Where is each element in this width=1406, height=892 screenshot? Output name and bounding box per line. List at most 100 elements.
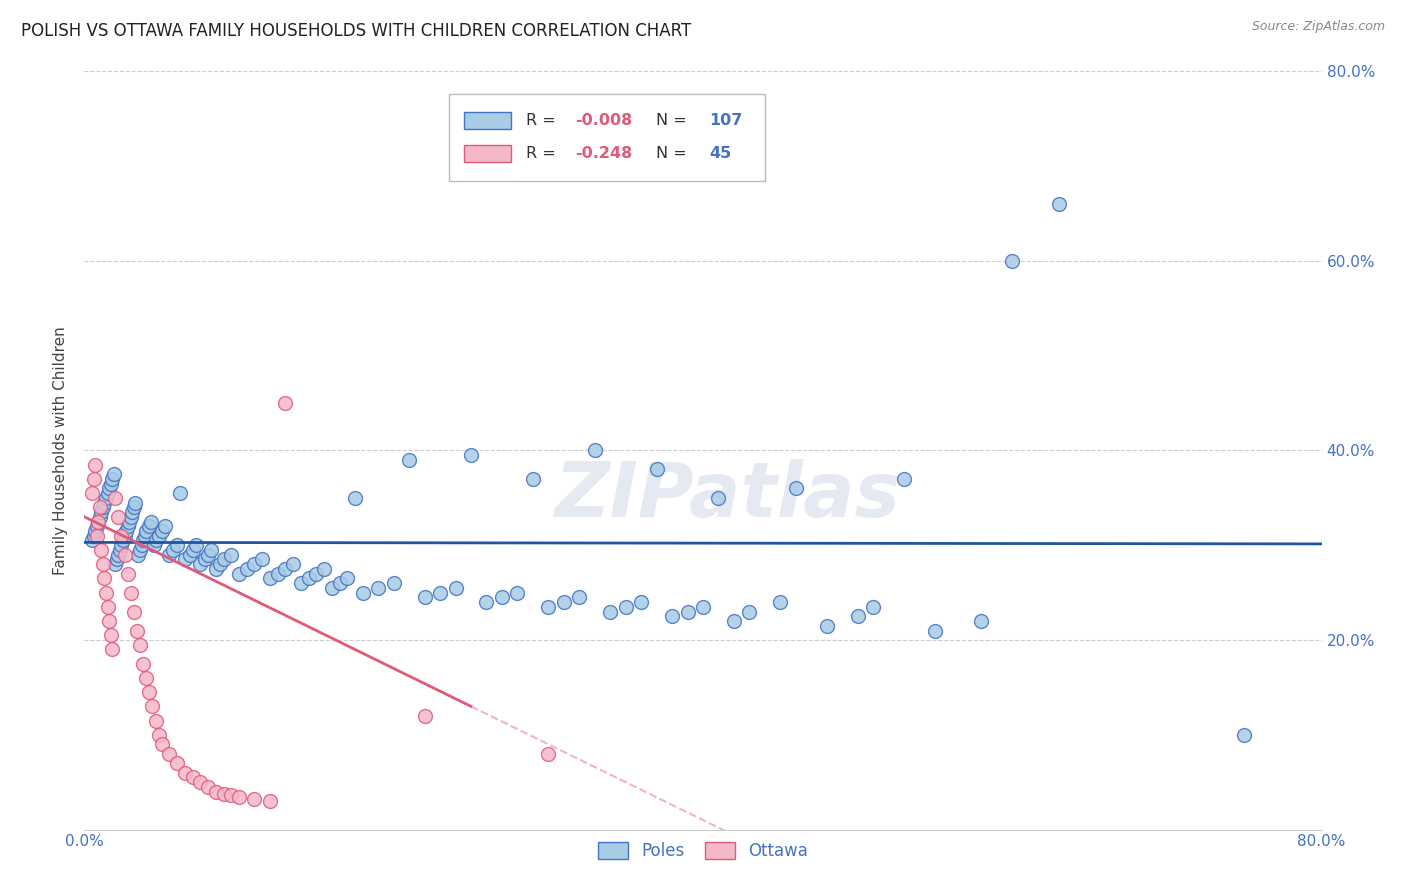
Point <box>129 543 152 558</box>
Point <box>267 566 290 581</box>
Point <box>86 529 108 543</box>
Point <box>460 448 482 462</box>
Point <box>250 552 273 566</box>
Point <box>785 482 807 496</box>
Point <box>413 708 436 723</box>
Point <box>630 595 652 609</box>
Point <box>352 585 374 599</box>
Point <box>121 505 143 519</box>
Point <box>197 780 219 794</box>
Point <box>83 529 105 543</box>
Point <box>100 476 122 491</box>
Point <box>243 557 266 572</box>
Point <box>235 562 259 576</box>
Point <box>305 566 328 581</box>
Point <box>398 453 420 467</box>
Point <box>475 595 498 609</box>
Point <box>131 538 153 552</box>
Point <box>162 543 184 558</box>
Point <box>89 500 111 515</box>
Point <box>599 605 621 619</box>
Point <box>112 533 135 548</box>
Point <box>98 614 121 628</box>
Point <box>297 571 319 585</box>
Point <box>145 533 167 548</box>
Text: ZIPatlas: ZIPatlas <box>555 459 901 533</box>
Point <box>150 737 173 751</box>
Point <box>127 548 149 562</box>
Point <box>159 747 180 761</box>
Point <box>120 585 142 599</box>
Text: POLISH VS OTTAWA FAMILY HOUSEHOLDS WITH CHILDREN CORRELATION CHART: POLISH VS OTTAWA FAMILY HOUSEHOLDS WITH … <box>21 22 692 40</box>
FancyBboxPatch shape <box>464 145 512 161</box>
Point <box>212 552 235 566</box>
FancyBboxPatch shape <box>450 95 765 181</box>
Point <box>228 790 250 805</box>
Point <box>583 443 606 458</box>
Point <box>101 642 124 657</box>
Point <box>367 581 389 595</box>
Point <box>159 548 180 562</box>
Point <box>84 524 107 538</box>
Point <box>94 491 117 505</box>
Point <box>429 585 451 599</box>
FancyBboxPatch shape <box>464 112 512 129</box>
Point <box>676 605 699 619</box>
Point <box>84 458 107 472</box>
Point <box>101 472 124 486</box>
Point <box>212 787 235 801</box>
Point <box>141 699 163 714</box>
Point <box>200 543 222 558</box>
Point <box>382 576 405 591</box>
Point <box>104 491 127 505</box>
Point <box>82 486 104 500</box>
Point <box>862 599 884 614</box>
Point <box>174 552 197 566</box>
Point <box>94 585 117 599</box>
Point <box>205 562 228 576</box>
Point <box>107 548 129 562</box>
Point <box>553 595 575 609</box>
Text: R =: R = <box>526 113 561 128</box>
Point <box>122 500 145 515</box>
Point <box>132 657 155 671</box>
Point <box>1233 728 1256 742</box>
Point <box>219 548 242 562</box>
Point <box>181 543 204 558</box>
Point <box>769 595 792 609</box>
Text: 107: 107 <box>709 113 742 128</box>
Point <box>96 599 118 614</box>
Point <box>86 519 108 533</box>
Point <box>537 747 560 761</box>
Point <box>105 552 128 566</box>
Point <box>924 624 946 638</box>
Point <box>82 533 104 548</box>
Point <box>100 628 122 642</box>
Text: N =: N = <box>657 145 692 161</box>
Point <box>143 538 166 552</box>
Point <box>219 789 242 803</box>
Point <box>723 614 745 628</box>
Point <box>132 533 155 548</box>
Point <box>1001 254 1024 268</box>
Point <box>259 794 281 808</box>
Point <box>117 519 139 533</box>
Point <box>118 515 141 529</box>
Point <box>491 591 513 605</box>
Text: -0.248: -0.248 <box>575 145 633 161</box>
Point <box>138 519 160 533</box>
Point <box>846 609 869 624</box>
Point <box>114 548 136 562</box>
Point <box>815 619 838 633</box>
Point <box>321 581 343 595</box>
Point <box>107 509 129 524</box>
Text: 45: 45 <box>709 145 731 161</box>
Point <box>169 486 191 500</box>
Point <box>91 500 114 515</box>
Text: N =: N = <box>657 113 692 128</box>
Point <box>614 599 637 614</box>
Point <box>98 482 121 496</box>
Point <box>96 486 118 500</box>
Point <box>188 557 211 572</box>
Point <box>138 685 160 699</box>
